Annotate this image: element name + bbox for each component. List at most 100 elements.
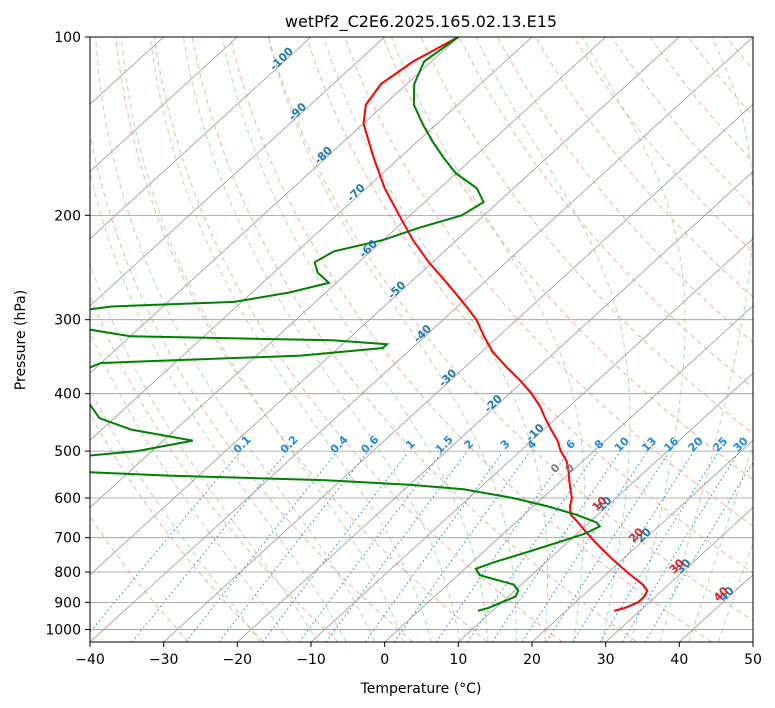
- mixing-ratio-line: [521, 452, 647, 642]
- y-axis-label: Pressure (hPa): [13, 290, 29, 390]
- dry-adiabat-label: -20: [482, 392, 505, 415]
- x-axis-label: Temperature (°C): [360, 681, 482, 697]
- mixing-ratio-line: [131, 452, 287, 642]
- dry-adiabat-line: [90, 412, 264, 642]
- mixing-ratio-line: [262, 452, 408, 642]
- dry-adiabat-label: -70: [344, 181, 367, 204]
- moist-adiabat-line: [183, 37, 461, 642]
- mixing-ratio-line: [325, 452, 467, 642]
- moist-adiabat-line: [582, 37, 686, 642]
- dry-adiabat-label: -30: [436, 366, 459, 389]
- mixing-ratio-label: 0.4: [328, 433, 351, 456]
- moist-adiabat-line: [323, 37, 548, 642]
- isotherm-line: [605, 507, 753, 642]
- dewpoint-profile-line: [90, 37, 602, 612]
- dry-adiabat-line: [382, 37, 753, 481]
- background-lines: [90, 37, 775, 642]
- moist-adiabat-line: [90, 262, 319, 642]
- mixing-ratio-line: [572, 452, 694, 642]
- moist-adiabat-line: [95, 37, 376, 642]
- dry-adiabat-label: -80: [312, 144, 335, 167]
- mixing-ratio-line: [621, 452, 739, 642]
- mixing-ratio-label: 1: [403, 437, 418, 452]
- x-tick-label: −10: [296, 652, 326, 668]
- isotherm-line: [90, 37, 753, 642]
- x-axis: −40 −30 −20 −10 0 10 20 30 40 50: [75, 642, 762, 668]
- x-tick-label: 10: [449, 652, 467, 668]
- dry-adiabat-line: [611, 37, 753, 208]
- isotherm-line: [90, 37, 312, 240]
- dry-adiabat-line: [90, 131, 414, 642]
- isotherm-line: [531, 439, 753, 642]
- isotherm-line: [752, 641, 753, 642]
- y-tick-label: 500: [54, 444, 81, 460]
- isotherm-line: [90, 37, 533, 441]
- dry-adiabat-label: -50: [385, 278, 408, 301]
- moist-adiabat-line: [390, 37, 586, 642]
- moist-adiabat-line: [149, 37, 432, 642]
- mixing-ratio-line: [435, 452, 569, 642]
- x-tick-label: 20: [523, 652, 541, 668]
- mixing-ratio-line: [298, 452, 442, 642]
- y-tick-label: 200: [54, 208, 81, 224]
- moist-adiabat-line: [90, 169, 347, 642]
- y-tick-label: 300: [54, 313, 81, 329]
- moist-adiabat-label: 0: [548, 461, 563, 476]
- dry-adiabat-label: -40: [411, 322, 434, 345]
- moist-adiabat-line: [267, 37, 517, 642]
- profiles: [90, 37, 649, 612]
- y-axis: 100 200 300 400 500 600 700 800 900 1000: [45, 30, 90, 638]
- isotherm-line: [310, 238, 753, 642]
- moist-adiabat-line: [90, 388, 261, 642]
- moist-adiabat-line: [688, 443, 753, 642]
- mixing-ratio-line: [364, 452, 503, 642]
- x-tick-label: 30: [597, 652, 615, 668]
- mixing-ratio-line: [467, 452, 597, 642]
- dry-adiabat-line: [229, 37, 712, 642]
- mixing-ratio-label: 16: [661, 434, 681, 454]
- dry-adiabat-line: [687, 37, 753, 117]
- dry-adiabat-line: [306, 37, 753, 574]
- x-tick-label: 50: [744, 652, 762, 668]
- dry-adiabat-line: [765, 37, 775, 642]
- mixing-ratio-label: 3: [498, 437, 513, 452]
- dry-adiabat-line: [726, 37, 753, 71]
- isotherm-line: [384, 305, 753, 642]
- temperature-profile-line: [362, 37, 649, 612]
- x-tick-label: 40: [670, 652, 688, 668]
- mixing-ratio-label: 2: [462, 437, 477, 452]
- moist-adiabat-line: [475, 37, 631, 642]
- plot-frame: [89, 36, 754, 643]
- dry-adiabat-line: [344, 37, 753, 527]
- dry-adiabat-line: [573, 37, 753, 253]
- dry-adiabat-label: -90: [286, 100, 309, 123]
- y-tick-label: 900: [54, 595, 81, 611]
- moist-adiabat-line: [120, 37, 404, 642]
- mixing-ratio-label: 13: [639, 435, 659, 455]
- mixing-ratio-label: 6: [563, 437, 578, 452]
- isotherm-line: [90, 37, 238, 172]
- isotherm-line: [458, 372, 753, 642]
- mixing-ratio-label: 1.5: [433, 433, 456, 456]
- mixing-ratio-label: 8: [592, 437, 607, 452]
- dry-adiabat-line: [496, 37, 753, 344]
- mixing-ratio-line: [644, 461, 753, 642]
- dry-adiabat-line: [191, 37, 638, 642]
- isotherm-line: [237, 170, 753, 642]
- x-tick-label: −30: [149, 652, 179, 668]
- mixing-ratio-label: 25: [710, 435, 730, 455]
- mixing-ratio-label: 0.6: [358, 433, 381, 456]
- y-tick-label: 800: [54, 565, 81, 581]
- dry-adiabat-line: [649, 37, 753, 163]
- isotherm-line: [90, 37, 459, 374]
- mixing-ratio-label: 30: [731, 434, 751, 454]
- moist-adiabat-line: [90, 330, 290, 642]
- dry-adiabat-line: [268, 37, 753, 622]
- y-tick-label: 600: [54, 491, 81, 507]
- moist-adiabat-line: [659, 37, 753, 642]
- y-tick-label: 700: [54, 531, 81, 547]
- y-tick-label: 400: [54, 387, 81, 403]
- dry-adiabat-line: [90, 515, 190, 642]
- y-tick-label: 1000: [45, 622, 81, 638]
